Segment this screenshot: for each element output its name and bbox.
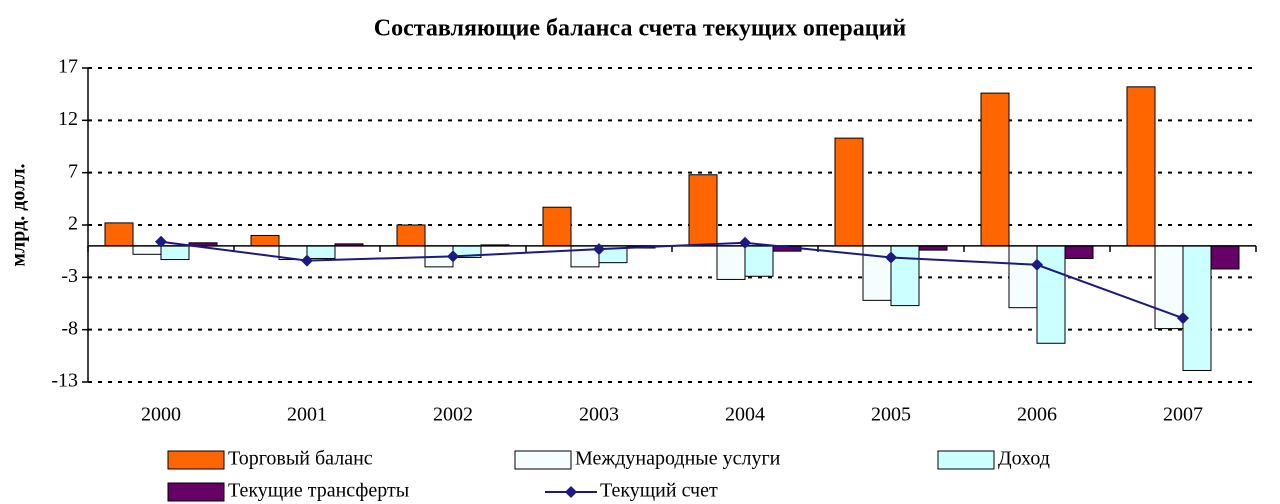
y-tick-label: 7	[68, 160, 78, 182]
bar	[980, 92, 1010, 247]
bar	[306, 245, 336, 259]
bar	[542, 206, 572, 247]
x-tick-label: 2006	[1017, 404, 1057, 426]
bar	[1210, 245, 1240, 270]
x-tick-label: 2007	[1163, 404, 1203, 426]
legend-swatch	[167, 450, 225, 470]
x-tick-label: 2005	[871, 404, 911, 426]
x-tick-label: 2003	[579, 404, 619, 426]
bar	[160, 245, 190, 261]
y-tick-label: -13	[51, 370, 78, 392]
legend-label: Текущие трансферты	[228, 480, 409, 502]
legend-swatch	[937, 450, 995, 470]
line-marker	[447, 250, 459, 263]
y-tick-label: 12	[58, 108, 78, 130]
bar	[744, 245, 774, 277]
bar	[396, 224, 426, 247]
line-marker	[885, 251, 897, 264]
x-tick-label: 2002	[433, 404, 473, 426]
line	[160, 240, 1184, 320]
legend-swatch	[514, 450, 572, 470]
y-tick-label: 2	[68, 213, 78, 235]
line-marker	[1177, 312, 1189, 325]
line-marker	[1031, 258, 1043, 271]
legend-label: Международные услуги	[575, 448, 781, 470]
x-tick-label: 2000	[141, 404, 181, 426]
bar	[1182, 245, 1212, 371]
line-marker	[301, 254, 313, 267]
bar	[1126, 86, 1156, 247]
bar	[890, 245, 920, 307]
bar	[834, 137, 864, 247]
legend-swatch	[565, 486, 577, 498]
bar	[250, 234, 280, 247]
line-marker	[739, 236, 751, 249]
legend-label: Торговый баланс	[228, 448, 373, 470]
bar	[1036, 245, 1066, 344]
bar	[688, 174, 718, 247]
y-tick-label: 17	[58, 56, 78, 78]
bar	[132, 245, 162, 255]
legend-label: Текущий счет	[600, 480, 718, 502]
legend-swatch	[167, 482, 225, 502]
bar	[716, 245, 746, 280]
line-marker	[155, 235, 167, 248]
x-tick-label: 2001	[287, 404, 327, 426]
line-marker	[593, 243, 605, 256]
legend-label: Доход	[998, 448, 1050, 470]
y-tick-label: -8	[61, 317, 78, 339]
bar	[104, 222, 134, 247]
bar	[1064, 245, 1094, 259]
x-tick-label: 2004	[725, 404, 765, 426]
y-tick-label: -3	[61, 265, 78, 287]
chart-title: Составляющие баланса счета текущих опера…	[374, 16, 907, 42]
bar	[1008, 245, 1038, 309]
y-axis-title: млрд. долл.	[8, 163, 30, 266]
